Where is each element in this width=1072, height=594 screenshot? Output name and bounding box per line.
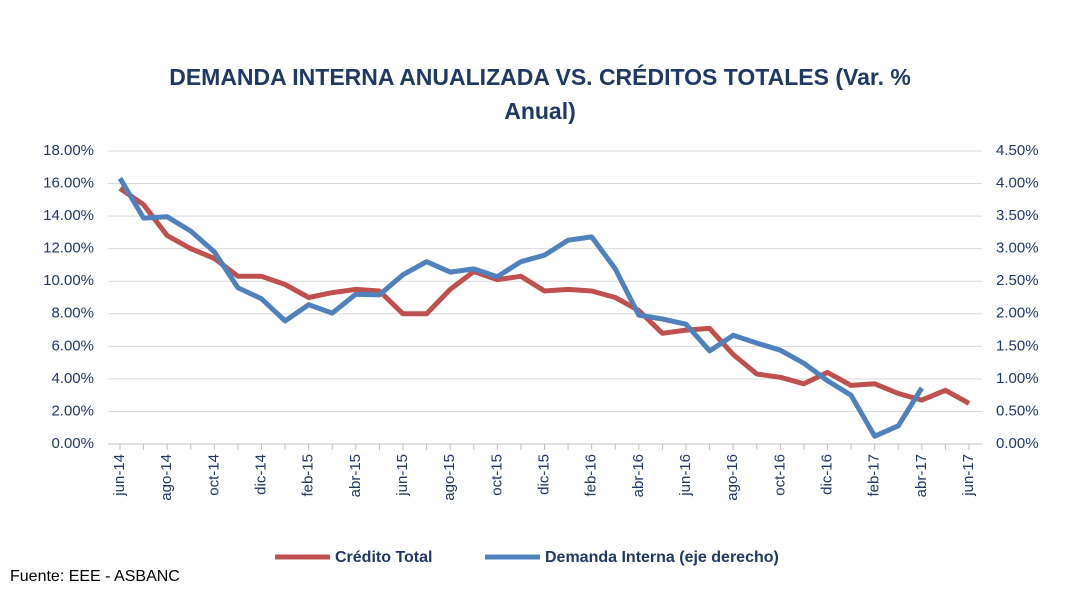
x-tick-label: jun-17 <box>960 454 977 497</box>
x-tick-label: jun-15 <box>394 454 411 497</box>
legend-label: Demanda Interna (eje derecho) <box>545 549 779 566</box>
y-tick-label: 14.00% <box>43 207 94 224</box>
x-tick-label: feb-16 <box>583 454 600 497</box>
x-tick-label: abr-17 <box>913 454 930 497</box>
y2-tick-label: 4.00% <box>996 175 1039 192</box>
x-tick-label: jun-16 <box>677 454 694 497</box>
y2-tick-label: 0.00% <box>996 435 1039 452</box>
legend-label: Crédito Total <box>335 549 432 566</box>
y-tick-label: 2.00% <box>51 402 94 419</box>
x-tick-label: feb-15 <box>300 454 317 497</box>
series-line <box>117 177 924 439</box>
y2-tick-label: 3.00% <box>996 240 1039 257</box>
y-tick-label: 0.00% <box>51 435 94 452</box>
y-tick-label: 18.00% <box>43 142 94 159</box>
y-tick-label: 16.00% <box>43 175 94 192</box>
y2-tick-label: 4.50% <box>996 142 1039 159</box>
x-tick-label: abr-15 <box>347 454 364 497</box>
y-tick-label: 6.00% <box>51 337 94 354</box>
y-tick-label: 10.00% <box>43 272 94 289</box>
x-tick-label: oct-16 <box>771 454 788 496</box>
x-tick-label: dic-15 <box>535 454 552 495</box>
y-tick-label: 4.00% <box>51 370 94 387</box>
x-tick-label: dic-14 <box>252 454 269 495</box>
series-line <box>118 186 971 406</box>
source: Fuente: EEE - ASBANC <box>10 568 180 585</box>
y-tick-label: 8.00% <box>51 305 94 322</box>
x-tick-label: jun-14 <box>111 454 128 497</box>
chart-title: DEMANDA INTERNA ANUALIZADA VS. CRÉDITOS … <box>169 64 911 124</box>
x-tick-label: ago-15 <box>441 454 458 501</box>
x-tick-label: feb-17 <box>866 454 883 497</box>
y2-tick-label: 0.50% <box>996 402 1039 419</box>
x-tick-label: oct-15 <box>488 454 505 496</box>
y2-tick-label: 2.50% <box>996 272 1039 289</box>
y-tick-label: 12.00% <box>43 240 94 257</box>
y2-tick-label: 3.50% <box>996 207 1039 224</box>
x-tick-label: ago-16 <box>724 454 741 501</box>
y2-tick-label: 1.50% <box>996 337 1039 354</box>
y2-tick-label: 1.00% <box>996 370 1039 387</box>
x-tick-label: oct-14 <box>205 454 222 496</box>
y2-tick-label: 2.00% <box>996 305 1039 322</box>
x-tick-label: dic-16 <box>818 454 835 495</box>
x-tick-label: abr-16 <box>630 454 647 497</box>
x-tick-label: ago-14 <box>158 454 175 501</box>
